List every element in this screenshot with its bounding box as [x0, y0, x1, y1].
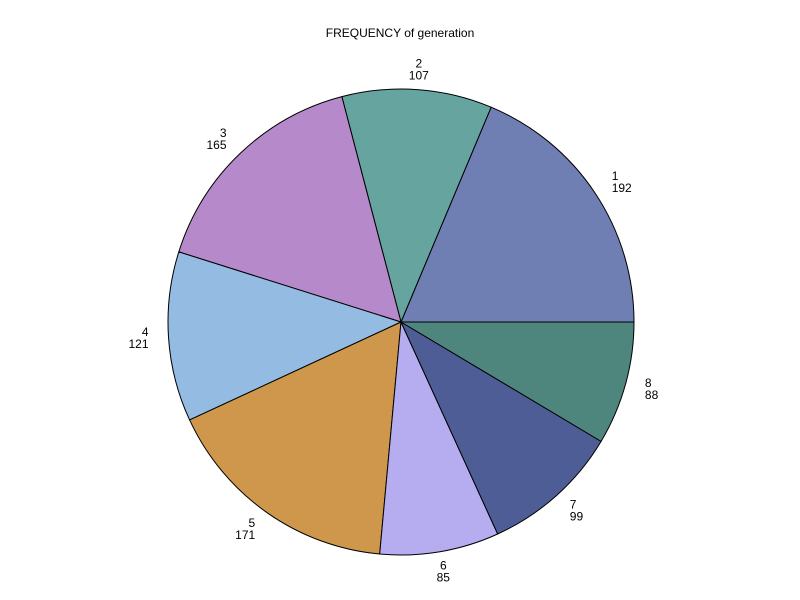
- slice-label-1: 1 192: [612, 169, 632, 195]
- pie-slice-7: [400, 321, 602, 535]
- slice-category: 8: [645, 376, 652, 390]
- slice-label-4: 4 121: [128, 325, 148, 351]
- pie-slices: [167, 88, 635, 556]
- pie-slice-4: [167, 251, 402, 421]
- pie-slice-1: [400, 106, 635, 323]
- slice-category: 1: [612, 169, 619, 183]
- slice-value: 171: [235, 528, 255, 542]
- slice-label-5: 5 171: [235, 516, 255, 542]
- slice-category: 4: [142, 325, 149, 339]
- pie-slice-8: [400, 321, 635, 442]
- slice-value: 107: [409, 69, 429, 83]
- slice-label-7: 7 99: [570, 498, 584, 524]
- slice-category: 7: [570, 498, 577, 512]
- slice-label-8: 8 88: [645, 376, 659, 402]
- slice-value: 85: [437, 570, 451, 584]
- pie-slice-6: [379, 321, 499, 556]
- slice-value: 99: [570, 510, 584, 524]
- slice-category: 6: [440, 558, 447, 572]
- slice-value: 165: [206, 138, 226, 152]
- slice-label-3: 3 165: [206, 126, 226, 152]
- slice-label-6: 6 85: [437, 558, 451, 584]
- chart-title: FREQUENCY of generation: [326, 26, 475, 40]
- pie-slice-2: [341, 88, 492, 323]
- slice-value: 88: [645, 388, 659, 402]
- slice-category: 5: [249, 516, 256, 530]
- pie-slice-5: [189, 321, 402, 555]
- slice-value: 121: [128, 337, 148, 351]
- pie-slice-3: [178, 96, 402, 323]
- slice-category: 3: [220, 126, 227, 140]
- slice-category: 2: [415, 57, 422, 71]
- slice-label-2: 2 107: [409, 57, 429, 83]
- slice-value: 192: [612, 181, 632, 195]
